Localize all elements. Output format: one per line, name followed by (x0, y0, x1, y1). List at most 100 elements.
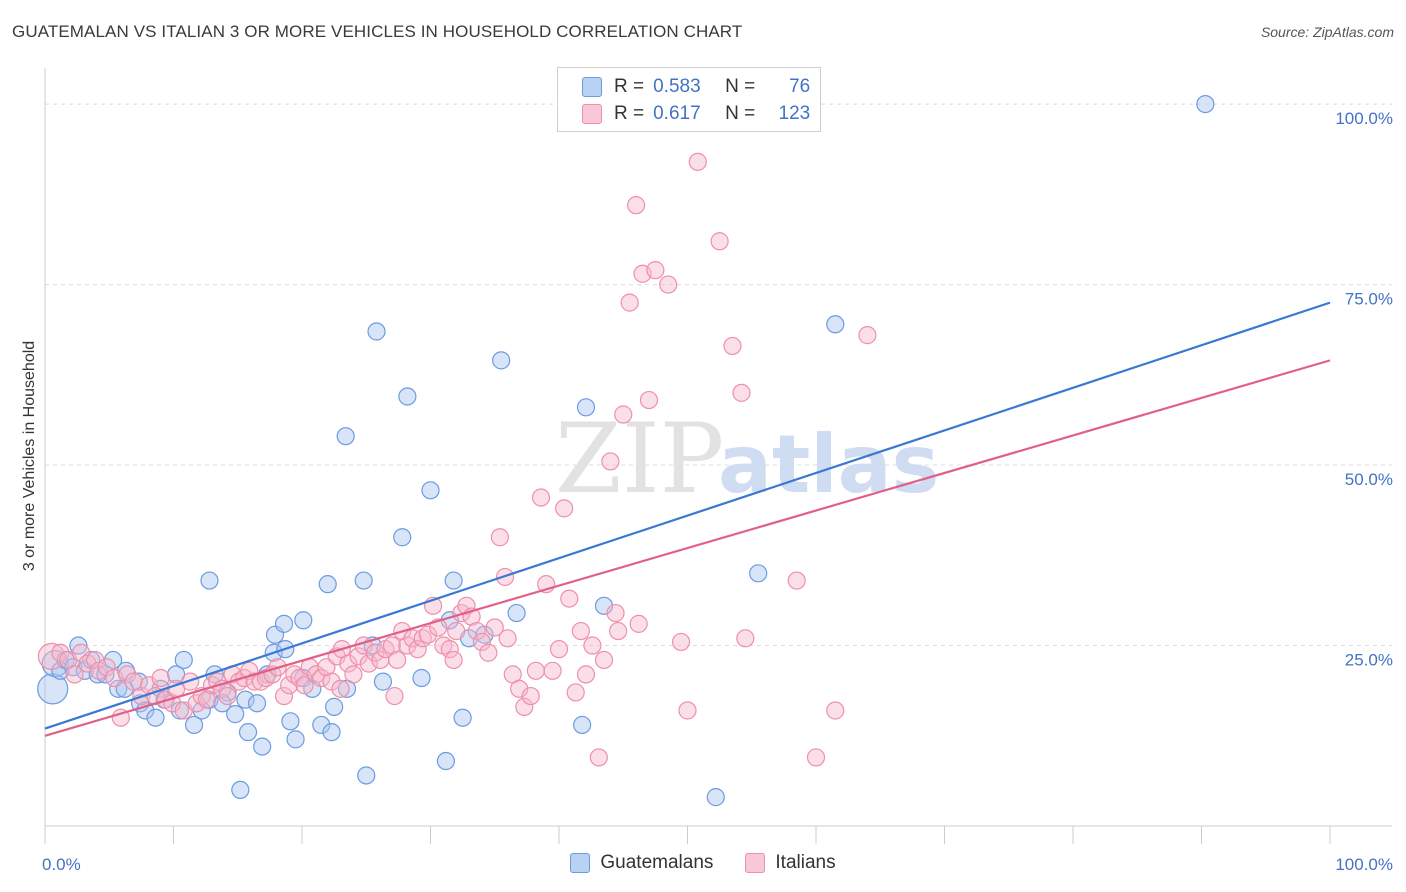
series-legend: Guatemalans Italians (0, 852, 1406, 874)
data-point (387, 650, 407, 670)
data-point (858, 326, 877, 345)
data-point (51, 643, 70, 662)
data-point (510, 679, 529, 698)
data-point (601, 452, 620, 471)
data-point (606, 603, 625, 623)
data-point (274, 614, 294, 633)
legend-row-guatemalans: R = 0.583 N = 76 (582, 76, 810, 98)
data-point (65, 665, 84, 684)
data-point (614, 405, 633, 424)
data-point (236, 690, 255, 709)
data-point (403, 629, 422, 648)
legend-label-italians: Italians (775, 852, 836, 873)
data-point (322, 723, 341, 742)
tick-labels: 25.0% 50.0% 75.0% 100.0% 0.0% 100.0% (42, 109, 1393, 874)
data-point (444, 571, 463, 590)
data-point (312, 715, 331, 735)
series-guatemalans (37, 94, 1215, 807)
data-point (576, 665, 596, 684)
data-point (626, 196, 646, 215)
data-point (543, 661, 562, 680)
data-point (436, 751, 456, 771)
data-point (485, 618, 504, 637)
data-point (826, 315, 845, 334)
legend-n-label: N = (725, 103, 756, 124)
data-point (467, 621, 486, 641)
data-point (1196, 94, 1215, 114)
data-points (37, 94, 1215, 807)
data-point (490, 528, 509, 547)
legend-r-label: R = (614, 76, 645, 97)
data-point (339, 654, 358, 673)
data-point (181, 672, 200, 691)
data-point (385, 686, 404, 706)
data-point (393, 528, 412, 547)
watermark-atlas: atlas (718, 418, 939, 511)
data-point (629, 614, 648, 633)
data-point (498, 629, 517, 648)
data-point (253, 737, 272, 756)
data-point (736, 629, 755, 648)
data-point (594, 650, 614, 670)
data-point (787, 571, 806, 590)
data-point (71, 643, 91, 662)
data-point (826, 701, 845, 720)
data-point (382, 636, 402, 655)
data-point (398, 387, 417, 406)
data-point (184, 715, 204, 735)
data-point (151, 668, 170, 688)
data-point (274, 686, 294, 706)
legend-r-label: R = (614, 103, 645, 124)
data-point (104, 650, 123, 670)
data-point (620, 293, 639, 312)
gridlines (45, 103, 1392, 647)
data-point (367, 322, 386, 341)
data-point (245, 672, 264, 691)
data-point (571, 621, 590, 641)
trend-line-guatemalans (44, 301, 1331, 730)
data-point (247, 694, 267, 713)
data-point (806, 748, 826, 767)
data-point (723, 336, 742, 356)
data-point (357, 766, 376, 785)
data-point (318, 575, 337, 594)
data-point (280, 676, 299, 695)
data-point (646, 261, 665, 280)
data-point (295, 676, 314, 695)
data-point (69, 636, 88, 655)
axes (44, 68, 1392, 844)
data-point (331, 679, 350, 698)
data-point (515, 697, 534, 716)
legend-item-italians: Italians (745, 852, 836, 874)
data-point (589, 748, 608, 767)
data-point (200, 571, 219, 590)
data-point (457, 596, 476, 615)
legend-n-label: N = (725, 76, 756, 97)
data-point (472, 632, 491, 652)
data-point (549, 640, 569, 659)
y-tick-label: 25.0% (1345, 651, 1393, 670)
blue-swatch (570, 853, 591, 873)
data-point (749, 564, 768, 583)
legend-row-italians: R = 0.617 N = 123 (582, 103, 810, 125)
data-point (197, 690, 217, 709)
pink-swatch (745, 853, 766, 873)
data-point (166, 665, 186, 684)
trend-line-italians (44, 359, 1331, 737)
data-point (732, 383, 751, 402)
data-point (521, 686, 540, 706)
legend-r-value: 0.617 (653, 103, 701, 124)
data-point (170, 701, 190, 720)
data-point (576, 398, 596, 417)
data-point (447, 621, 466, 641)
data-point (231, 780, 250, 800)
data-point (639, 390, 659, 410)
legend-r-value: 0.583 (653, 76, 701, 97)
data-point (129, 672, 148, 691)
source-credit: Source: ZipAtlas.com (1260, 24, 1394, 40)
data-point (344, 665, 363, 684)
data-point (706, 788, 725, 807)
data-point (218, 686, 237, 706)
pink-swatch (582, 104, 602, 124)
data-point (238, 723, 258, 742)
